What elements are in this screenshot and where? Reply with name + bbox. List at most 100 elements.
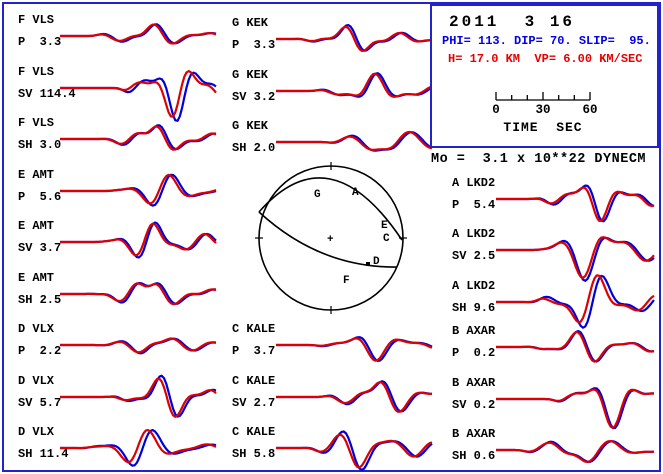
waveform-pair-G-KEK-SV (276, 71, 433, 98)
waveform-pair-A-LKD2-SH (496, 273, 655, 329)
component-misfit-label: SH 5.8 (232, 447, 276, 461)
seismic-moment: Mo = 3.1 x 10**22 DYNECM (431, 152, 647, 167)
time-scale-ruler (495, 92, 591, 101)
synthetic-trace (496, 236, 655, 279)
waveform-pair-A-LKD2-P (496, 184, 655, 222)
synthetic-trace (60, 23, 217, 45)
station-label: E AMT (18, 167, 55, 182)
station-label: D VLX (18, 322, 55, 336)
beachball-letter-G: G (314, 189, 321, 201)
time-tick-60: 60 (582, 103, 598, 117)
waveform-pair-F-VLS-SH (60, 124, 217, 151)
station-label: E AMT (18, 219, 55, 233)
beachball-letter-F: F (343, 275, 350, 287)
station-label: G KEK (232, 16, 269, 30)
component-misfit-label: SH 11.4 (18, 447, 69, 461)
station-label: A LKD2 (452, 227, 496, 241)
synthetic-trace (276, 72, 433, 98)
component-misfit-label: SV 3.2 (232, 89, 276, 104)
station-label: D VLX (18, 425, 55, 439)
waveform-pair-B-AXAR-P (496, 330, 655, 363)
beachball-letter-E: E (381, 220, 388, 232)
nodal-plane-1 (258, 177, 403, 241)
fault-plane-params: PHI= 113. DIP= 70. SLIP= 95. (442, 34, 651, 48)
waveform-pair-A-LKD2-SV (496, 236, 655, 282)
observed-trace (60, 221, 217, 259)
component-misfit-label: SV 3.7 (18, 241, 62, 255)
station-label: F VLS (18, 13, 55, 27)
component-misfit-label: P 5.4 (452, 197, 496, 212)
waveform-pair-C-KALE-SH (276, 430, 433, 471)
station-label: A LKD2 (452, 278, 496, 293)
station-label: F VLS (18, 64, 55, 79)
station-label: E AMT (18, 270, 55, 285)
beachball-letter-C: C (383, 233, 390, 245)
station-label: C KALE (232, 373, 276, 388)
waveform-pair-G-KEK-SH (276, 130, 433, 152)
waveform-pair-G-KEK-P (276, 24, 433, 52)
beachball-letter-D: D (373, 256, 380, 268)
synthetic-trace (276, 380, 432, 413)
waveform-pair-D-VLX-SH (60, 429, 217, 467)
component-misfit-label: SH 2.5 (18, 292, 62, 307)
waveform-pair-B-AXAR-SV (496, 386, 655, 429)
synthetic-trace (276, 130, 433, 151)
beachball-letter-A: A (352, 187, 359, 199)
synthetic-trace (496, 186, 655, 222)
component-misfit-label: SV 5.7 (18, 395, 62, 410)
synthetic-trace (60, 173, 217, 205)
station-label: C KALE (232, 322, 276, 336)
synthetic-trace (60, 377, 217, 418)
waveform-pair-D-VLX-P (60, 337, 217, 355)
component-misfit-label: SV 0.2 (452, 397, 496, 412)
waveform-pair-B-AXAR-SH (496, 440, 655, 463)
component-misfit-label: SH 9.6 (452, 300, 496, 315)
beachball-station-letters: G A ECD F (314, 187, 390, 287)
time-axis-label: TIME SEC (503, 120, 583, 135)
station-label: B AXAR (452, 427, 496, 441)
waveform-pair-E-AMT-SV (60, 221, 217, 259)
component-misfit-label: P 3.3 (232, 38, 276, 52)
synthetic-trace (276, 337, 433, 362)
synthetic-trace (60, 281, 217, 305)
event-date: 2011 3 16 (449, 13, 576, 31)
waveform-pair-F-VLS-P (60, 23, 217, 45)
synthetic-trace (60, 429, 217, 464)
observed-trace (60, 23, 217, 45)
component-misfit-label: P 3.3 (18, 35, 62, 49)
waveform-pair-E-AMT-SH (60, 281, 217, 305)
waveform-pair-F-VLS-SV (60, 69, 217, 122)
synthetic-trace (60, 222, 217, 257)
observed-trace (60, 124, 217, 151)
synthetic-trace (496, 387, 655, 429)
beachball-center-cross: + (327, 234, 334, 246)
station-label: G KEK (232, 67, 269, 82)
component-misfit-label: SV 2.7 (232, 395, 276, 410)
waveform-pair-C-KALE-P (276, 336, 433, 362)
waveform-pair-D-VLX-SV (60, 374, 217, 418)
component-misfit-label: SH 2.0 (232, 141, 276, 155)
depth-velocity-params: H= 17.0 KM VP= 6.00 KM/SEC (448, 52, 643, 66)
parameters-box: 2011 3 16 PHI= 113. DIP= 70. SLIP= 95. H… (430, 4, 659, 148)
component-misfit-label: P 0.2 (452, 346, 496, 360)
waveform-pair-C-KALE-SV (276, 379, 433, 413)
component-misfit-label: SV 114.4 (18, 86, 76, 101)
station-label: F VLS (18, 116, 55, 130)
component-misfit-label: SV 2.5 (452, 249, 496, 263)
station-label: B AXAR (452, 324, 496, 338)
component-misfit-label: P 5.6 (18, 189, 62, 204)
component-misfit-label: SH 0.6 (452, 449, 496, 463)
component-misfit-label: P 2.2 (18, 344, 62, 358)
focal-mechanism-beachball: + G A ECD F (255, 162, 407, 314)
beachball-rim-ticks (255, 162, 407, 314)
station-label: B AXAR (452, 375, 496, 390)
waveform-pair-E-AMT-P (60, 173, 217, 207)
synthetic-trace (60, 337, 217, 354)
synthetic-trace (496, 331, 655, 363)
synthetic-trace (276, 433, 433, 469)
station-label: A LKD2 (452, 175, 496, 190)
synthetic-trace (276, 25, 432, 52)
synthetic-trace (60, 125, 217, 151)
component-misfit-label: P 3.7 (232, 344, 276, 358)
